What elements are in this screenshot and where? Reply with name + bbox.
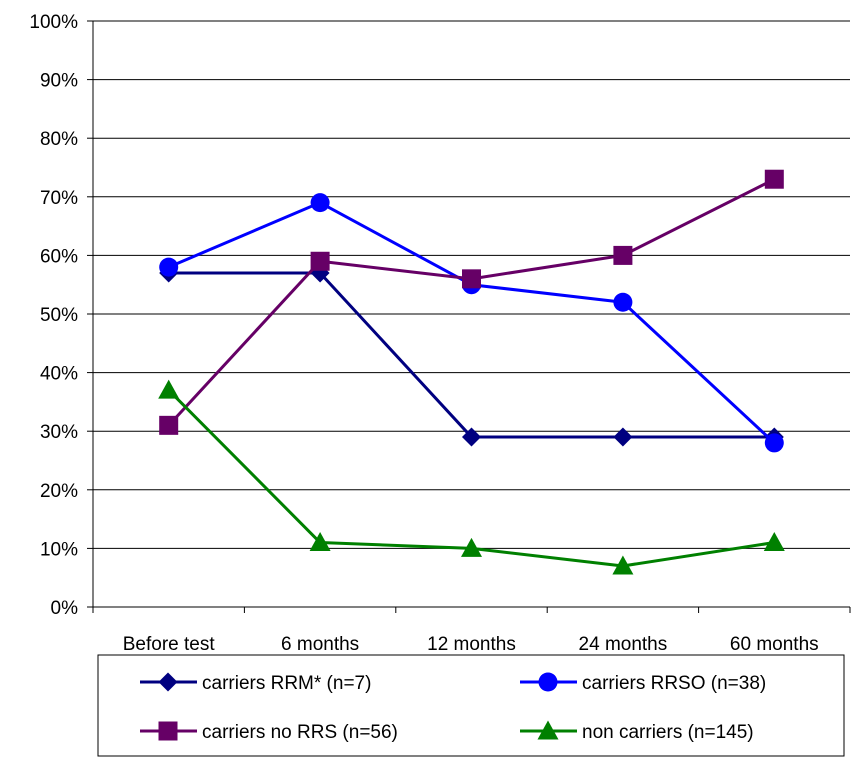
point-non-carriers-n-145-60-months (763, 532, 785, 552)
point-carriers-rrso-n-38-before-test (159, 257, 179, 277)
series-line-carriers-rrso-n-38 (168, 201, 776, 445)
legend-entry-carriers-rrso-n-38: carriers RRSO (n=38) (520, 672, 766, 694)
point-carriers-no-rrs-n-56-before-test (159, 415, 179, 435)
y-tick-label-100: 100% (29, 12, 78, 33)
axes (87, 20, 851, 613)
legend-box (97, 654, 845, 757)
series-line-carriers-no-rrs-n-56 (167, 177, 775, 427)
x-tick-label-24-months: 24 months (579, 634, 668, 655)
series-group (158, 169, 785, 575)
point-non-carriers-n-145-before-test (158, 379, 180, 399)
series-line-carriers-rrm-n-7 (168, 271, 775, 439)
legend-entry-non-carriers-n-145: non carriers (n=145) (520, 720, 754, 743)
point-carriers-rrm-n-7-12-months (462, 427, 481, 447)
y-tick-labels: 0% 10% 20% 30% 40% 50% 60% 70% 80% 90% 100% (29, 12, 78, 619)
point-carriers-rrso-n-38-6-months (310, 193, 330, 213)
y-tick-label-50: 50% (40, 305, 78, 326)
legend-marker-non-carriers-n-145 (537, 720, 559, 740)
y-tick-label-40: 40% (40, 364, 78, 385)
point-carriers-no-rrs-n-56-60-months (764, 169, 784, 189)
legend-label-non-carriers-n-145: non carriers (n=145) (582, 722, 754, 743)
x-tick-label-6-months: 6 months (281, 634, 359, 655)
point-carriers-no-rrs-n-56-6-months (310, 251, 330, 271)
point-carriers-no-rrs-n-56-24-months (613, 245, 633, 265)
legend-marker-carriers-no-rrs-n-56 (158, 721, 178, 741)
y-tick-label-20: 20% (40, 481, 78, 502)
x-tick-labels: Before test 6 months 12 months 24 months 60 … (123, 634, 819, 655)
point-carriers-rrso-n-38-24-months (613, 292, 633, 312)
legend-label-carriers-rrm-n-7: carriers RRM* (n=7) (202, 673, 371, 694)
y-tick-label-30: 30% (40, 422, 78, 443)
y-tick-label-60: 60% (40, 246, 78, 267)
x-tick-label-before-test: Before test (123, 634, 216, 655)
legend-marker-carriers-rrso-n-38 (538, 672, 558, 692)
point-non-carriers-n-145-6-months (309, 532, 331, 552)
y-tick-label-0: 0% (51, 598, 79, 619)
y-tick-label-70: 70% (40, 188, 78, 209)
series-non-carriers-n-145 (158, 379, 785, 575)
legend: carriers RRM* (n=7) carriers RRSO (n=38) c… (97, 654, 845, 757)
legend-label-carriers-rrso-n-38: carriers RRSO (n=38) (582, 673, 766, 694)
x-tick-label-60-months: 60 months (730, 634, 819, 655)
point-non-carriers-n-145-12-months (461, 537, 482, 557)
legend-entry-carriers-no-rrs-n-56: carriers no RRS (n=56) (140, 721, 398, 743)
point-carriers-rrso-n-38-60-months (764, 433, 784, 453)
point-carriers-no-rrs-n-56-12-months (462, 269, 481, 289)
legend-label-carriers-no-rrs-n-56: carriers no RRS (n=56) (202, 722, 398, 743)
y-tick-label-80: 80% (40, 129, 78, 150)
point-carriers-rrm-n-7-24-months (613, 427, 633, 447)
y-tick-label-90: 90% (40, 71, 78, 92)
series-carriers-no-rrs-n-56 (159, 169, 784, 435)
point-non-carriers-n-145-24-months (612, 555, 634, 575)
y-tick-label-10: 10% (40, 539, 78, 560)
legend-entry-carriers-rrm-n-7: carriers RRM* (n=7) (140, 672, 371, 694)
legend-marker-carriers-rrm-n-7 (158, 672, 178, 692)
x-tick-label-12-months: 12 months (427, 634, 516, 655)
series-carriers-rrso-n-38 (159, 193, 784, 453)
